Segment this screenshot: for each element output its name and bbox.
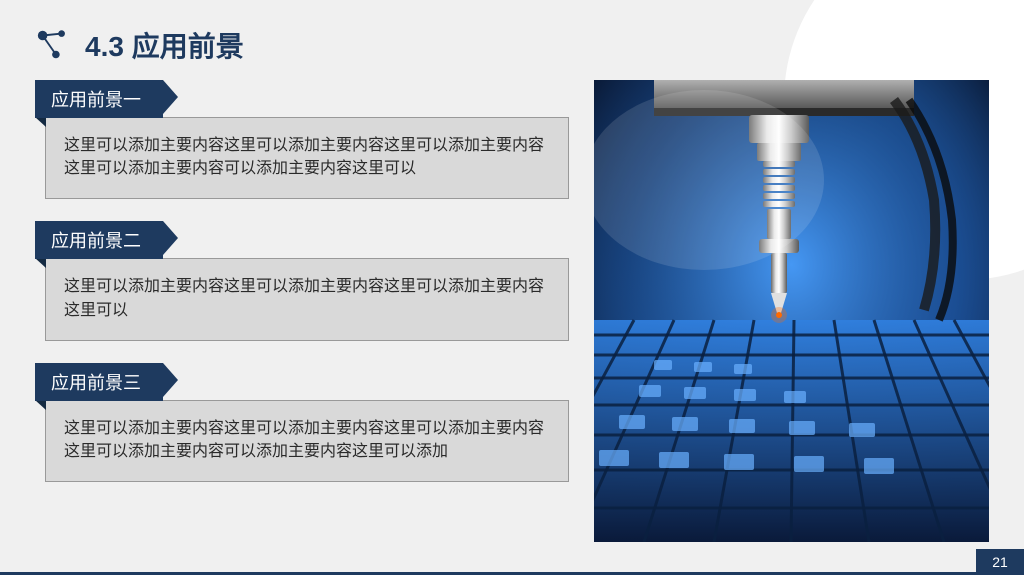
cards-column: 应用前景一 这里可以添加主要内容这里可以添加主要内容这里可以添加主要内容这里可以… xyxy=(35,80,569,542)
card-3: 应用前景三 这里可以添加主要内容这里可以添加主要内容这里可以添加主要内容这里可以… xyxy=(35,363,569,482)
slide-title: 4.3 应用前景 xyxy=(85,25,244,65)
card-3-tab: 应用前景三 xyxy=(35,363,163,401)
card-3-body: 这里可以添加主要内容这里可以添加主要内容这里可以添加主要内容这里可以添加主要内容… xyxy=(45,400,569,482)
slide-header: 4.3 应用前景 xyxy=(0,0,1024,80)
page-number: 21 xyxy=(976,549,1024,575)
card-1-tab: 应用前景一 xyxy=(35,80,163,118)
molecule-icon xyxy=(35,26,73,64)
card-2-body: 这里可以添加主要内容这里可以添加主要内容这里可以添加主要内容这里可以 xyxy=(45,258,569,340)
card-2: 应用前景二 这里可以添加主要内容这里可以添加主要内容这里可以添加主要内容这里可以 xyxy=(35,221,569,340)
card-1: 应用前景一 这里可以添加主要内容这里可以添加主要内容这里可以添加主要内容这里可以… xyxy=(35,80,569,199)
content-area: 应用前景一 这里可以添加主要内容这里可以添加主要内容这里可以添加主要内容这里可以… xyxy=(0,80,1024,542)
card-1-body: 这里可以添加主要内容这里可以添加主要内容这里可以添加主要内容这里可以添加主要内容… xyxy=(45,117,569,199)
card-2-tab: 应用前景二 xyxy=(35,221,163,259)
illustration-image xyxy=(594,80,989,542)
